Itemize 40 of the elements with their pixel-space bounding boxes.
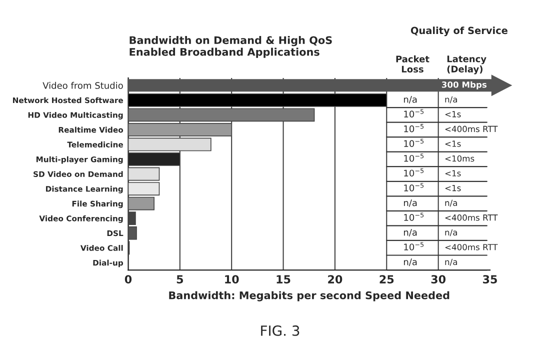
- annotation: <400ms RTT: [445, 126, 498, 132]
- x-tick-label: 15: [276, 275, 290, 284]
- annotation: 10$^{−5}$: [404, 154, 424, 162]
- annotation: n/a: [404, 229, 417, 236]
- annotation: n/a: [445, 229, 457, 236]
- x-tick-label: 20: [328, 275, 342, 284]
- chart-title: Bandwidth on Demand & High QoS Enabled Broadband Applications: [130, 36, 332, 58]
- annotation: 10$^{−5}$: [404, 138, 424, 148]
- annotation: n/a: [404, 258, 417, 266]
- x-axis-title: Bandwidth: Megabits per second Speed Needed: [169, 291, 450, 302]
- caption: FIG. 3: [261, 325, 300, 336]
- annotation: 10$^{−5}$: [404, 183, 424, 192]
- x-tick-label: 30: [431, 275, 446, 284]
- annotation: n/a: [404, 96, 417, 104]
- annotation: n/a: [445, 200, 457, 207]
- annotation: <400ms RTT: [445, 244, 498, 250]
- x-tick-label: 25: [380, 275, 394, 284]
- annotation: 300 Mbps: [442, 81, 487, 90]
- x-tick-label: 35: [483, 275, 497, 284]
- annotation: 10$^{−5}$: [404, 242, 424, 250]
- annotation: n/a: [445, 258, 457, 266]
- annotation: n/a: [404, 199, 417, 207]
- text: Latency (Delay): [447, 56, 486, 74]
- annotation: <1s: [445, 170, 461, 176]
- x-tick-label: 10: [225, 275, 239, 284]
- annotation: 10$^{−5}$: [404, 168, 424, 177]
- text: Packet Loss: [396, 55, 430, 73]
- annotation: n/a: [445, 96, 457, 104]
- x-tick-label: 5: [176, 275, 184, 284]
- annotation: <10ms: [445, 155, 474, 162]
- annotation: 10$^{−5}$: [404, 124, 424, 132]
- x-tick-label: 0: [124, 275, 132, 284]
- annotation: 10$^{−5}$: [404, 109, 424, 118]
- annotation: <400ms RTT: [445, 214, 498, 221]
- text: Quality of Service: [410, 26, 508, 36]
- annotation: <1s: [445, 185, 461, 192]
- y-tick-label: Video from Studio: [42, 82, 123, 89]
- annotation: <1s: [445, 111, 461, 118]
- annotation: 10$^{−5}$: [404, 212, 424, 221]
- annotation: <1s: [445, 140, 461, 147]
